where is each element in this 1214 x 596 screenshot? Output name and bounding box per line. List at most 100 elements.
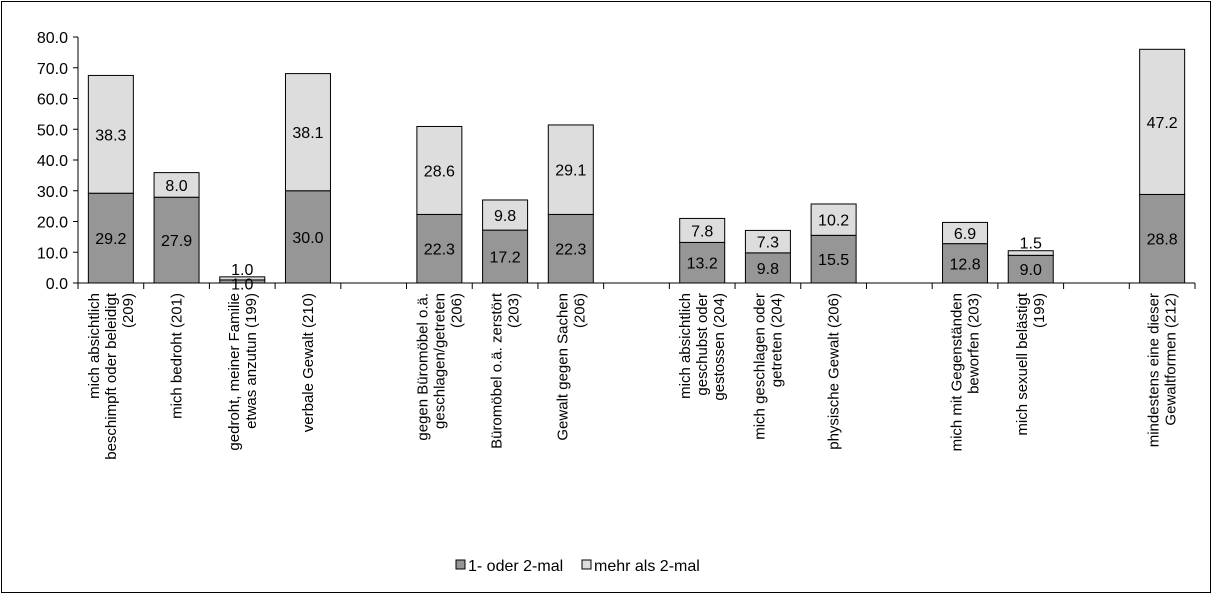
category-label-line: beworfen (203) — [966, 293, 983, 394]
category-label: mich absichtlichbeschimpft oder beleidig… — [86, 292, 137, 460]
category-label: gegen Büromöbel o.ä.geschlagen/getreten(… — [414, 293, 465, 441]
category-label-line: mindestens eine dieser — [1146, 293, 1163, 447]
category-label-line: getreten (204) — [768, 293, 785, 387]
y-tick-label: 50.0 — [37, 122, 68, 139]
data-label-mehr-als-2-mal: 10.2 — [818, 213, 849, 230]
legend-label-mehr-als-2-mal: mehr als 2-mal — [594, 558, 700, 575]
category-label-line: (203) — [506, 293, 523, 328]
bar-1-oder-2-mal — [942, 243, 989, 284]
data-label-mehr-als-2-mal: 28.6 — [424, 163, 455, 180]
bar-1-oder-2-mal — [482, 229, 529, 284]
data-label-mehr-als-2-mal: 1.0 — [231, 262, 253, 279]
bar-mehr-als-2-mal — [416, 125, 463, 215]
data-label-mehr-als-2-mal: 47.2 — [1147, 115, 1178, 132]
bar-1-oder-2-mal — [416, 213, 463, 284]
bar-mehr-als-2-mal — [284, 73, 331, 192]
category-label-line: etwas anzutun (199) — [243, 293, 260, 429]
data-label-mehr-als-2-mal: 1.5 — [1020, 236, 1042, 253]
bar-1-oder-2-mal — [87, 192, 134, 284]
data-label-1-oder-2-mal: 15.5 — [818, 252, 849, 269]
category-label-line: mich absichtlich — [86, 293, 103, 399]
data-label-mehr-als-2-mal: 9.8 — [494, 208, 516, 225]
bar-mehr-als-2-mal — [1007, 250, 1054, 256]
category-label-line: mich mit Gegenständen — [949, 293, 966, 451]
category-label-line: mich absichtlich — [677, 293, 694, 399]
data-label-1-oder-2-mal: 30.0 — [292, 230, 323, 247]
bar-mehr-als-2-mal — [810, 203, 857, 236]
data-label-mehr-als-2-mal: 6.9 — [954, 226, 976, 243]
category-label-line: mich sexuell belästigt — [1014, 292, 1031, 435]
data-label-1-oder-2-mal: 1.0 — [231, 276, 253, 293]
y-tick-label: 30.0 — [37, 184, 68, 201]
y-tick-label: 70.0 — [37, 61, 68, 78]
category-label-line: Gewaltformen (212) — [1163, 293, 1180, 426]
bar-mehr-als-2-mal — [679, 217, 726, 243]
category-label: mindestens eine dieserGewaltformen (212) — [1146, 293, 1180, 447]
category-label: mich geschlagen odergetreten (204) — [751, 293, 785, 440]
category-label-line: (209) — [120, 293, 137, 328]
y-tick-label: 60.0 — [37, 92, 68, 109]
y-tick-label: 10.0 — [37, 245, 68, 262]
category-label: mich bedroht (201) — [169, 293, 186, 419]
category-label: physische Gewalt (206) — [826, 293, 843, 450]
bar-mehr-als-2-mal — [482, 199, 529, 231]
category-label-line: Gewalt gegen Sachen — [554, 293, 571, 441]
bar-1-oder-2-mal — [679, 241, 726, 284]
category-label-line: (199) — [1031, 293, 1048, 328]
data-label-1-oder-2-mal: 28.8 — [1147, 232, 1178, 249]
bar-mehr-als-2-mal — [942, 221, 989, 245]
bar-mehr-als-2-mal — [1139, 48, 1186, 195]
category-label: verbale Gewalt (210) — [300, 293, 317, 432]
bar-1-oder-2-mal — [284, 190, 331, 284]
category-label-line: verbale Gewalt (210) — [300, 293, 317, 432]
legend-label-1-oder-2-mal: 1- oder 2-mal — [468, 558, 563, 575]
legend-swatch-mehr-als-2-mal — [581, 559, 592, 570]
data-label-mehr-als-2-mal: 7.8 — [691, 223, 713, 240]
category-label: mich sexuell belästigt(199) — [1014, 292, 1048, 435]
category-label-line: mich geschlagen oder — [751, 293, 768, 440]
category-label: gedroht, meiner Familieetwas anzutun (19… — [226, 293, 260, 451]
data-label-1-oder-2-mal: 13.2 — [687, 256, 718, 273]
category-label-line: gegen Büromöbel o.ä. — [414, 293, 431, 441]
category-label-line: physische Gewalt (206) — [826, 293, 843, 450]
bar-mehr-als-2-mal — [547, 124, 594, 215]
category-label-line: beschimpft oder beleidigt — [103, 292, 120, 460]
category-label-line: gedroht, meiner Familie — [226, 293, 243, 451]
bar-mehr-als-2-mal — [153, 172, 200, 198]
data-label-mehr-als-2-mal: 7.3 — [757, 235, 779, 252]
category-label-line: (206) — [571, 293, 588, 328]
data-label-1-oder-2-mal: 29.2 — [95, 231, 126, 248]
bar-mehr-als-2-mal — [87, 74, 134, 194]
data-label-1-oder-2-mal: 27.9 — [161, 233, 192, 250]
category-label-line: geschlagen/getreten — [431, 293, 448, 429]
data-label-mehr-als-2-mal: 29.1 — [555, 163, 586, 180]
data-label-mehr-als-2-mal: 38.3 — [95, 127, 126, 144]
data-label-1-oder-2-mal: 22.3 — [424, 242, 455, 259]
bar-mehr-als-2-mal — [744, 229, 791, 254]
data-label-1-oder-2-mal: 22.3 — [555, 242, 586, 259]
category-label-line: mich bedroht (201) — [169, 293, 186, 419]
category-label: mich mit Gegenständenbeworfen (203) — [949, 293, 983, 451]
category-label: mich absichtlichgeschubst odergestossen … — [677, 293, 728, 401]
data-label-mehr-als-2-mal: 38.1 — [292, 125, 323, 142]
y-tick-label: 20.0 — [37, 215, 68, 232]
category-label-line: gestossen (204) — [711, 293, 728, 401]
data-label-1-oder-2-mal: 12.8 — [949, 256, 980, 273]
bar-1-oder-2-mal — [744, 252, 791, 284]
y-tick-label: 0.0 — [46, 276, 68, 293]
category-label: Gewalt gegen Sachen(206) — [554, 293, 588, 441]
y-tick-label: 40.0 — [37, 153, 68, 170]
bar-1-oder-2-mal — [547, 213, 594, 284]
category-label-line: Büromöbel o.ä. zerstört — [489, 292, 506, 449]
legend-swatch-1-oder-2-mal — [455, 559, 466, 570]
category-label-line: (206) — [448, 293, 465, 328]
category-label-line: geschubst oder — [694, 293, 711, 396]
bar-mehr-als-2-mal — [219, 276, 266, 281]
data-label-1-oder-2-mal: 17.2 — [490, 250, 521, 267]
data-label-1-oder-2-mal: 9.0 — [1020, 262, 1042, 279]
category-label: Büromöbel o.ä. zerstört(203) — [489, 292, 523, 449]
data-label-1-oder-2-mal: 9.8 — [757, 261, 779, 278]
bar-1-oder-2-mal — [810, 234, 857, 284]
